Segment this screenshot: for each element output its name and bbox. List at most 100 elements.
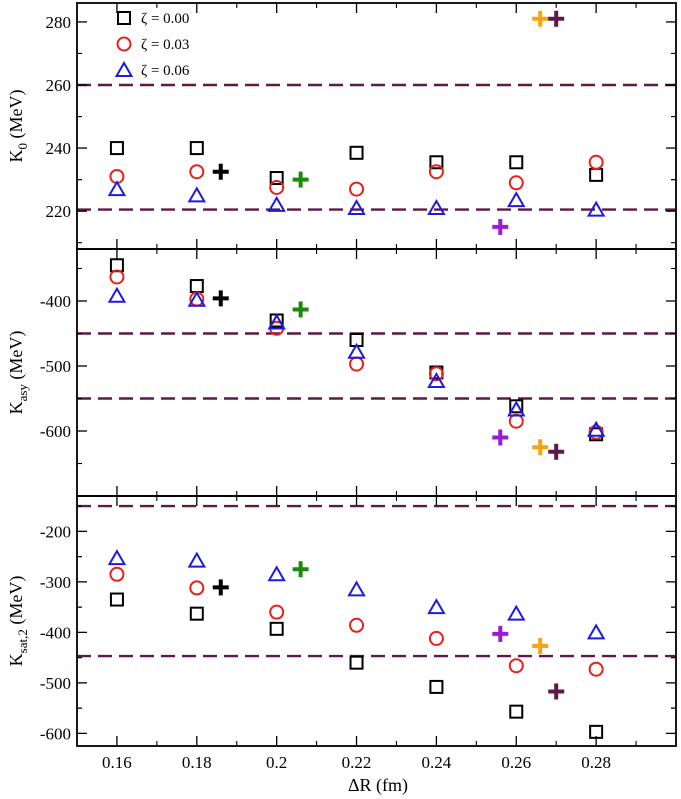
cross-marker (212, 163, 229, 180)
legend-marker-triangle (114, 60, 134, 77)
data-point-circle (109, 566, 125, 582)
data-point-square (269, 171, 284, 186)
x-tick-label: 0.2 (266, 753, 287, 772)
cross-marker (492, 625, 509, 642)
data-point-square (109, 592, 124, 607)
cross-marker (532, 439, 549, 456)
cross-marker (292, 301, 309, 318)
legend-marker-square (117, 11, 131, 25)
y-tick-label: -400 (40, 292, 71, 311)
legend-label: ζ = 0.03 (141, 37, 189, 53)
cross-marker (548, 443, 565, 460)
legend-entry: ζ = 0.03 (116, 36, 189, 53)
legend-entry: ζ = 0.00 (117, 11, 189, 27)
data-point-circle (269, 180, 285, 195)
data-point-triangle (107, 180, 127, 197)
data-point-triangle (347, 342, 366, 359)
x-tick-labels: 0.16 0.18 0.2 0.22 0.24 0.26 0.28 (102, 753, 611, 772)
x-axis-title: ΔR (fm) (348, 775, 408, 796)
y-tick-label: -200 (40, 522, 71, 541)
y-axis-title-subscript: sat,2 (15, 629, 30, 653)
x-tick-label: 0.22 (342, 753, 372, 772)
cross-marker (492, 429, 509, 446)
y-axis-title-unit: (MeV) (6, 576, 27, 629)
data-point-circle (508, 658, 524, 674)
data-point-circle (508, 413, 524, 429)
cross-marker (292, 171, 309, 188)
data-point-triangle (267, 195, 286, 212)
data-point-triangle (427, 598, 446, 615)
cross-marker (532, 638, 549, 654)
data-point-circle (428, 164, 444, 180)
data-point-circle (349, 617, 365, 633)
data-point-circle (269, 604, 285, 620)
series-square (109, 141, 604, 186)
data-point-circle (588, 154, 604, 170)
x-tick-label: 0.26 (501, 753, 531, 772)
data-point-triangle (507, 604, 526, 621)
cross-marker (532, 10, 549, 27)
data-point-square (429, 155, 444, 170)
series-triangle (107, 180, 606, 217)
x-tick-label: 0.24 (422, 753, 452, 772)
y-axis-title-subscript: 0 (15, 143, 30, 150)
data-point-square (349, 145, 364, 160)
cross-marker (548, 10, 565, 27)
data-point-circle (508, 175, 524, 191)
data-point-square (269, 621, 284, 636)
cross-marker (292, 561, 309, 578)
data-point-square (589, 724, 604, 739)
data-point-square (509, 155, 524, 170)
panel-2: -600 -500 -400 Kasy (MeV) (6, 248, 677, 497)
data-point-triangle (267, 565, 286, 582)
data-point-square (189, 279, 204, 294)
data-point-triangle (107, 286, 127, 303)
panel-frame (76, 248, 677, 497)
cross-marker (548, 683, 565, 700)
series-square (109, 592, 604, 739)
y-axis-title-main: K (6, 653, 26, 666)
y-axis-title-main: K (6, 401, 26, 414)
y-tick-label: -400 (40, 623, 71, 642)
y-axis-title: K0 (MeV) (6, 90, 30, 163)
y-axis-title-unit: (MeV) (6, 331, 27, 384)
legend: ζ = 0.00 ζ = 0.03 ζ = 0.06 (114, 11, 190, 79)
legend-label: ζ = 0.06 (141, 63, 190, 79)
y-tick-label: -600 (40, 724, 71, 743)
data-point-triangle (267, 313, 286, 330)
data-point-square (429, 679, 444, 694)
data-point-square (589, 167, 604, 182)
y-tick-label: -500 (40, 357, 71, 376)
data-point-circle (189, 580, 205, 596)
legend-label: ζ = 0.00 (141, 11, 189, 27)
y-tick-label: 280 (46, 13, 72, 32)
series-square (109, 258, 604, 442)
data-point-triangle (507, 400, 526, 417)
data-point-triangle (107, 549, 127, 566)
series-circle (109, 269, 604, 440)
y-tick-label: 240 (46, 139, 72, 158)
data-point-circle (588, 661, 604, 677)
x-tick-label: 0.18 (182, 753, 212, 772)
data-point-square (189, 141, 204, 156)
data-point-triangle (507, 191, 526, 208)
data-point-square (509, 399, 524, 414)
series-triangle (107, 549, 606, 640)
data-point-square (189, 606, 204, 621)
series-triangle (107, 286, 606, 437)
cross-marker (212, 579, 229, 596)
data-point-square (509, 704, 524, 719)
data-point-triangle (427, 198, 446, 215)
data-point-triangle (586, 200, 606, 217)
x-tick-label: 0.28 (581, 753, 611, 772)
x-tick-label: 0.16 (102, 753, 132, 772)
data-point-triangle (187, 290, 207, 307)
data-point-triangle (586, 623, 606, 640)
y-axis-title-unit: (MeV) (6, 90, 27, 143)
y-tick-label: -500 (40, 674, 71, 693)
panel-1: 220 240 260 280 K0 (MeV) (6, 2, 677, 250)
data-point-circle (349, 181, 365, 197)
data-point-triangle (347, 198, 366, 215)
data-point-square (349, 655, 364, 670)
